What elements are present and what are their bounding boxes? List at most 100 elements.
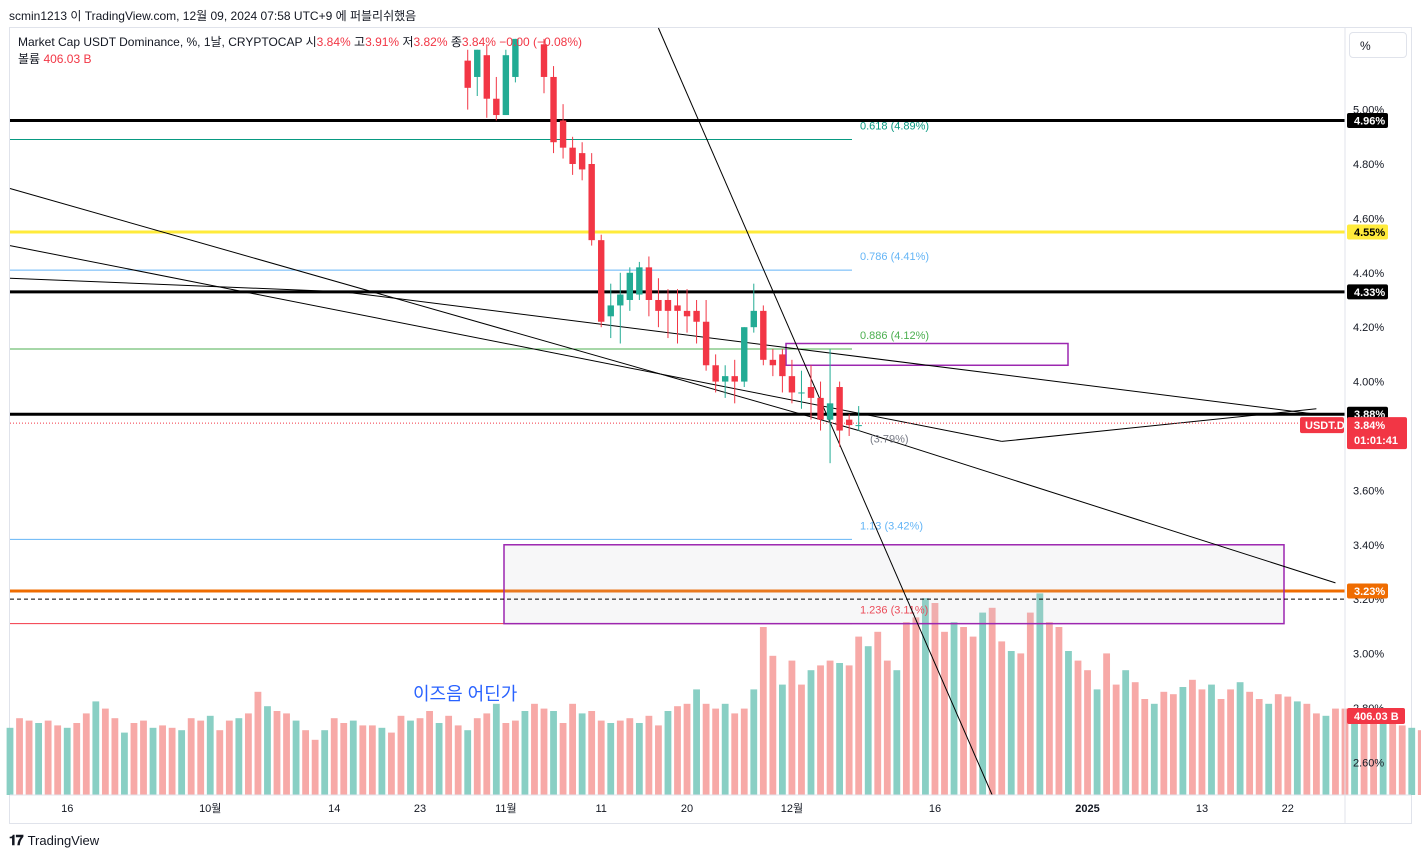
volume-bar bbox=[16, 718, 23, 795]
close-value: 3.84% bbox=[461, 35, 496, 49]
candle-body[interactable] bbox=[559, 120, 567, 148]
trendline-upper-falling-ext[interactable] bbox=[1001, 408, 1317, 442]
chart-frame[interactable] bbox=[9, 27, 1412, 824]
volume-bar bbox=[1036, 593, 1044, 795]
trendline-steep[interactable] bbox=[657, 27, 993, 796]
y-axis-tick-label: 2.60% bbox=[1353, 757, 1384, 769]
candle-body[interactable] bbox=[550, 76, 557, 143]
candle-body[interactable] bbox=[798, 392, 805, 394]
y-axis-tick-label: 4.40% bbox=[1353, 268, 1384, 280]
percent-scale-button[interactable]: % bbox=[1349, 32, 1407, 58]
candle-body[interactable] bbox=[540, 44, 548, 77]
volume-bar bbox=[1351, 711, 1358, 795]
candle-body[interactable] bbox=[788, 376, 796, 393]
volume-bar bbox=[1408, 727, 1416, 795]
candle-body[interactable] bbox=[760, 310, 767, 360]
symbol-name[interactable]: Market Cap USDT Dominance, %, 1날, CRYPTO… bbox=[18, 35, 303, 49]
candle-body[interactable] bbox=[598, 240, 605, 322]
candle-body[interactable] bbox=[731, 376, 738, 382]
price-tag-label: 4.55% bbox=[1354, 227, 1385, 239]
volume-bar bbox=[492, 703, 500, 795]
volume-bar bbox=[435, 723, 443, 795]
zone-box-lower[interactable] bbox=[503, 544, 1285, 625]
candle-body[interactable] bbox=[693, 310, 700, 322]
candle-body[interactable] bbox=[702, 321, 710, 366]
candle-body[interactable] bbox=[617, 294, 624, 306]
candle-body[interactable] bbox=[741, 327, 748, 382]
volume-bar bbox=[388, 732, 395, 795]
trendline-lower[interactable] bbox=[9, 187, 859, 432]
candle-body[interactable] bbox=[750, 310, 757, 328]
candle-body[interactable] bbox=[512, 38, 519, 77]
candle-body[interactable] bbox=[607, 305, 614, 317]
trendline-mid[interactable] bbox=[9, 277, 344, 293]
candle-body[interactable] bbox=[655, 299, 662, 311]
x-axis-tick-label: 20 bbox=[681, 803, 693, 815]
volume-bar bbox=[693, 689, 700, 795]
candle-body[interactable] bbox=[588, 163, 595, 241]
candle-body[interactable] bbox=[712, 365, 719, 382]
candle-body[interactable] bbox=[464, 60, 471, 88]
candle-body[interactable] bbox=[569, 147, 576, 164]
candle-body[interactable] bbox=[674, 305, 681, 311]
volume-tag bbox=[1347, 708, 1405, 724]
candle-body[interactable] bbox=[645, 267, 653, 300]
candle-body[interactable] bbox=[483, 55, 490, 99]
volume-bar bbox=[769, 655, 777, 795]
volume-bar bbox=[168, 727, 176, 795]
volume-bar bbox=[349, 720, 357, 795]
volume-bar bbox=[1122, 670, 1130, 795]
candle-body[interactable] bbox=[855, 425, 862, 427]
volume-bar bbox=[206, 715, 214, 795]
candle-body[interactable] bbox=[493, 98, 500, 116]
volume-bar bbox=[178, 730, 186, 795]
candle-body[interactable] bbox=[836, 387, 843, 431]
candle-body[interactable] bbox=[626, 272, 634, 300]
volume-bar bbox=[1189, 679, 1196, 795]
candle-body[interactable] bbox=[769, 359, 777, 366]
volume-bar bbox=[788, 660, 796, 795]
volume-bar bbox=[311, 739, 319, 795]
candle-body[interactable] bbox=[817, 397, 824, 420]
annotation-text: 이즈음 어딘가 bbox=[413, 684, 517, 704]
candle-body[interactable] bbox=[721, 376, 729, 382]
volume-bar bbox=[149, 727, 157, 795]
candle-body[interactable] bbox=[474, 49, 481, 77]
trendline-lower-ext[interactable] bbox=[858, 430, 1336, 584]
y-axis-tick-label: 3.60% bbox=[1353, 485, 1384, 497]
candle-body[interactable] bbox=[807, 387, 815, 398]
candle-body[interactable] bbox=[636, 267, 643, 295]
volume-bar bbox=[969, 636, 977, 795]
zone-box-upper[interactable] bbox=[785, 342, 1069, 367]
candle-body[interactable] bbox=[683, 310, 691, 317]
open-label: 시 bbox=[305, 35, 317, 49]
volume-bar bbox=[264, 706, 271, 795]
candle-body[interactable] bbox=[826, 403, 834, 420]
volume-bar bbox=[731, 713, 739, 795]
volume-bar bbox=[407, 720, 414, 795]
candle-body[interactable] bbox=[578, 153, 586, 170]
candle-body[interactable] bbox=[664, 299, 672, 311]
volume-bar bbox=[273, 711, 281, 795]
price-tag bbox=[1347, 112, 1388, 128]
volume-bar bbox=[1379, 720, 1387, 795]
dotted-price-label: (3.79%) bbox=[870, 434, 909, 446]
candle-body[interactable] bbox=[779, 354, 786, 377]
volume-bar bbox=[340, 723, 348, 795]
candle-body[interactable] bbox=[502, 55, 510, 116]
volume-bar bbox=[1141, 699, 1149, 795]
candle-body[interactable] bbox=[845, 419, 853, 426]
volume-bar bbox=[1217, 699, 1225, 795]
volume-label: 볼륨 bbox=[18, 52, 41, 66]
volume-bar bbox=[988, 607, 996, 795]
x-axis-tick-label: 12월 bbox=[781, 802, 803, 815]
volume-bar bbox=[292, 720, 300, 795]
volume-bar bbox=[1017, 653, 1025, 795]
volume-bar bbox=[712, 708, 720, 795]
volume-bar bbox=[941, 631, 948, 795]
volume-bar bbox=[674, 706, 681, 795]
volume-bar bbox=[502, 723, 510, 795]
volume-bar bbox=[1332, 708, 1339, 795]
volume-bar bbox=[750, 689, 758, 795]
